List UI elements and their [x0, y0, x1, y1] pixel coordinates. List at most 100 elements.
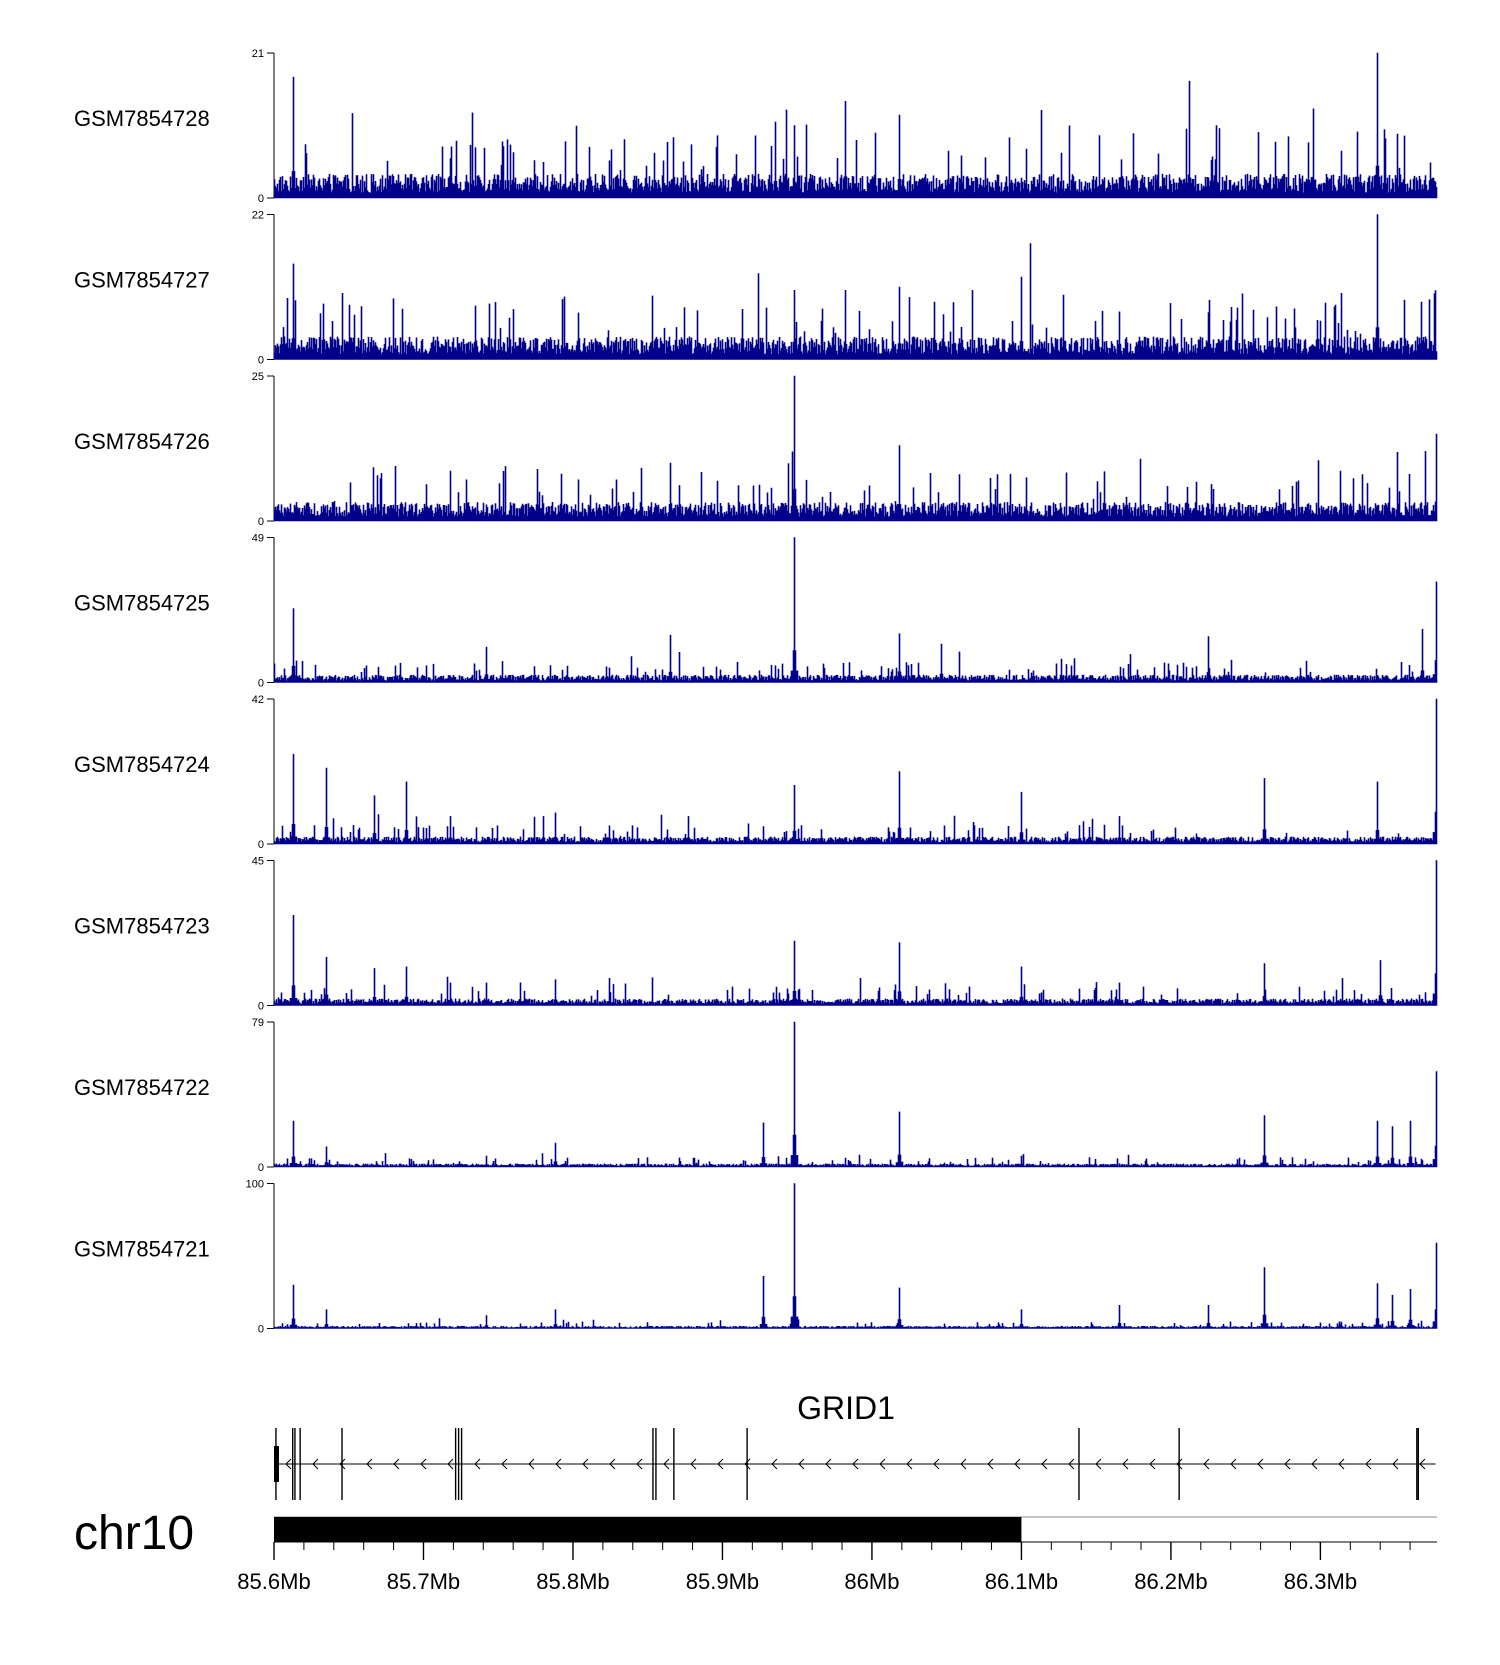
- track-label: GSM7854724: [74, 752, 210, 777]
- strand-arrow: [852, 1458, 859, 1470]
- strand-arrow: [960, 1458, 967, 1470]
- y-tick-label-max: 25: [252, 371, 264, 383]
- track-label: GSM7854728: [74, 106, 210, 131]
- track-label: GSM7854727: [74, 268, 210, 293]
- y-tick-label-min: 0: [258, 839, 264, 851]
- strand-arrow: [555, 1458, 562, 1470]
- strand-arrow: [1149, 1458, 1156, 1470]
- strand-arrow: [825, 1458, 832, 1470]
- signal-area: [273, 860, 1438, 1006]
- strand-arrow: [528, 1458, 535, 1470]
- y-tick-label-max: 45: [252, 856, 264, 868]
- y-tick-label-max: 49: [252, 533, 264, 545]
- signal-tracks: GSM7854728210GSM7854727220GSM7854726250G…: [74, 48, 1438, 1336]
- strand-arrow: [1095, 1458, 1102, 1470]
- strand-arrow: [366, 1458, 373, 1470]
- y-tick-label-max: 22: [252, 210, 264, 222]
- x-tick-label: 86.3Mb: [1284, 1569, 1357, 1594]
- signal-area: [273, 1021, 1438, 1168]
- track-GSM7854728: GSM7854728 21 0: [74, 48, 1438, 205]
- y-tick-label-min: 0: [258, 516, 264, 528]
- track-GSM7854725: GSM7854725 49 0: [74, 533, 1438, 690]
- strand-arrow: [744, 1458, 751, 1470]
- strand-arrow: [1419, 1458, 1426, 1470]
- x-tick-label: 86.2Mb: [1134, 1569, 1207, 1594]
- strand-arrow: [1311, 1458, 1318, 1470]
- strand-arrow: [339, 1458, 346, 1470]
- strand-arrow: [312, 1458, 319, 1470]
- track-label: GSM7854726: [74, 429, 210, 454]
- x-tick-label: 85.6Mb: [237, 1569, 310, 1594]
- y-tick-label-min: 0: [258, 1162, 264, 1174]
- y-tick-label-min: 0: [258, 1001, 264, 1013]
- strand-arrow: [906, 1458, 913, 1470]
- strand-arrow: [1203, 1458, 1210, 1470]
- track-GSM7854726: GSM7854726 25 0: [74, 371, 1438, 528]
- gene-name: GRID1: [797, 1390, 895, 1426]
- ideogram-highlight: [274, 1517, 1022, 1542]
- strand-arrow: [636, 1458, 643, 1470]
- track-label: GSM7854723: [74, 914, 210, 939]
- strand-arrow: [1284, 1458, 1291, 1470]
- strand-arrow: [609, 1458, 616, 1470]
- track-GSM7854724: GSM7854724 42 0: [74, 694, 1438, 851]
- strand-arrow: [420, 1458, 427, 1470]
- signal-area: [273, 537, 1438, 683]
- strand-arrow: [1257, 1458, 1264, 1470]
- signal-area: [273, 214, 1438, 360]
- strand-arrow: [447, 1458, 454, 1470]
- signal-area: [273, 375, 1438, 522]
- strand-arrow: [1014, 1458, 1021, 1470]
- track-GSM7854723: GSM7854723 45 0: [74, 856, 1438, 1013]
- strand-arrow: [1068, 1458, 1075, 1470]
- y-tick-label-min: 0: [258, 193, 264, 205]
- strand-arrow: [933, 1458, 940, 1470]
- track-GSM7854722: GSM7854722 79 0: [74, 1017, 1438, 1174]
- y-tick-label-min: 0: [258, 678, 264, 690]
- strand-arrow: [987, 1458, 994, 1470]
- chromosome-ideogram: chr10 85.6Mb 85.7Mb 85.8Mb 85.9Mb 86Mb 86.1Mb 8…: [74, 1507, 1437, 1594]
- track-GSM7854721: GSM7854721 100 0: [74, 1179, 1438, 1336]
- strand-arrow: [1392, 1458, 1399, 1470]
- gene-track: GRID1: [274, 1390, 1436, 1500]
- y-tick-label-max: 100: [246, 1179, 264, 1191]
- strand-arrow: [582, 1458, 589, 1470]
- strand-arrow: [690, 1458, 697, 1470]
- strand-arrow: [1230, 1458, 1237, 1470]
- strand-arrows: [285, 1458, 1426, 1470]
- strand-arrow: [1041, 1458, 1048, 1470]
- y-tick-label-min: 0: [258, 1324, 264, 1336]
- strand-arrow: [798, 1458, 805, 1470]
- strand-arrow: [879, 1458, 886, 1470]
- y-tick-label-max: 79: [252, 1017, 264, 1029]
- strand-arrow: [285, 1458, 292, 1470]
- strand-arrow: [1122, 1458, 1129, 1470]
- strand-arrow: [771, 1458, 778, 1470]
- strand-arrow: [1176, 1458, 1183, 1470]
- strand-arrow: [501, 1458, 508, 1470]
- track-label: GSM7854722: [74, 1075, 210, 1100]
- x-tick-label: 85.9Mb: [686, 1569, 759, 1594]
- signal-area: [273, 698, 1438, 845]
- strand-arrow: [663, 1458, 670, 1470]
- y-tick-label-max: 42: [252, 694, 264, 706]
- strand-arrow: [1365, 1458, 1372, 1470]
- x-tick-label: 86.1Mb: [985, 1569, 1058, 1594]
- strand-arrow: [393, 1458, 400, 1470]
- x-tick-label: 85.7Mb: [387, 1569, 460, 1594]
- strand-arrow: [474, 1458, 481, 1470]
- strand-arrow: [717, 1458, 724, 1470]
- x-tick-label: 85.8Mb: [536, 1569, 609, 1594]
- track-GSM7854727: GSM7854727 22 0: [74, 210, 1438, 367]
- signal-area: [273, 52, 1438, 199]
- y-tick-label-min: 0: [258, 355, 264, 367]
- track-label: GSM7854721: [74, 1237, 210, 1262]
- chromosome-name: chr10: [74, 1507, 194, 1560]
- signal-area: [273, 1183, 1438, 1329]
- strand-arrow: [1338, 1458, 1345, 1470]
- track-label: GSM7854725: [74, 591, 210, 616]
- y-tick-label-max: 21: [252, 48, 264, 60]
- x-tick-label: 86Mb: [844, 1569, 899, 1594]
